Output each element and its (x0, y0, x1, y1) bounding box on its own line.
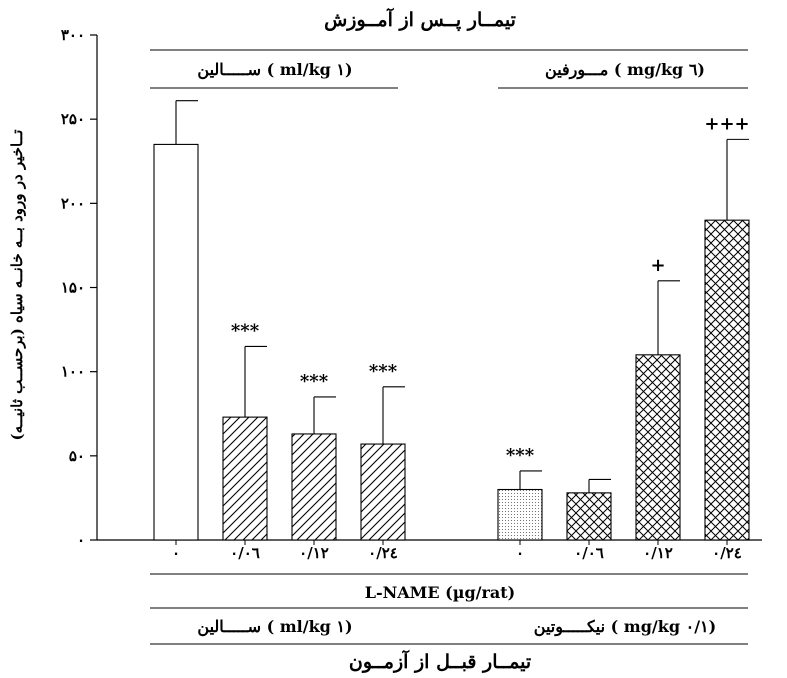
category-label: ۰/۱۲ (299, 544, 329, 562)
group1-top-label: ســـــالین ( ml/kg ۱) (197, 60, 352, 80)
significance-label: *** (369, 361, 398, 382)
y-tick-label: ۲۵۰ (61, 110, 85, 128)
category-label: ۰/۰٦ (574, 544, 604, 562)
y-tick-label: ۱۰۰ (61, 363, 85, 381)
bar (635, 354, 681, 541)
significance-label: + (650, 255, 665, 276)
category-label: ۰ (516, 544, 524, 562)
bar (566, 492, 612, 541)
bar (704, 219, 750, 541)
group2-bottom-label: نیکـــــوتین ( mg/kg ۰/۱) (534, 617, 716, 637)
bottom-title: تیمــار قبــل از آزمــون (349, 649, 531, 673)
y-tick-label: ۲۰۰ (61, 194, 85, 212)
category-label: ۰/۰٦ (230, 544, 260, 562)
y-tick-label: ۰ (77, 531, 85, 549)
y-tick-label: ۳۰۰ (61, 26, 85, 44)
category-label: ۰/۱۲ (643, 544, 673, 562)
y-axis-label: تــاخیر در ورود بــه خانــه سیاه (برحســ… (8, 130, 26, 441)
chart-title: تیمــار پــس از آمــوزش (324, 7, 516, 31)
category-label: ۰/۲٤ (712, 544, 742, 562)
group2-top-label: مـــورفین ( mg/kg ٦) (545, 60, 705, 80)
bar (360, 443, 406, 541)
bar (222, 416, 268, 541)
category-label: ۰/۲٤ (368, 544, 398, 562)
bar (291, 433, 337, 541)
bar (497, 488, 543, 541)
significance-label: +++ (704, 113, 749, 134)
bar (153, 143, 199, 541)
y-tick-label: ۵۰ (69, 447, 85, 465)
category-label: ۰ (172, 544, 180, 562)
significance-label: *** (231, 320, 260, 341)
significance-label: *** (506, 445, 535, 466)
y-tick-label: ۱۵۰ (61, 279, 85, 297)
group1-bottom-label: ســـــالین ( ml/kg ۱) (197, 617, 352, 637)
x-axis-label: L-NAME (µg/rat) (365, 583, 515, 602)
significance-label: *** (300, 371, 329, 392)
